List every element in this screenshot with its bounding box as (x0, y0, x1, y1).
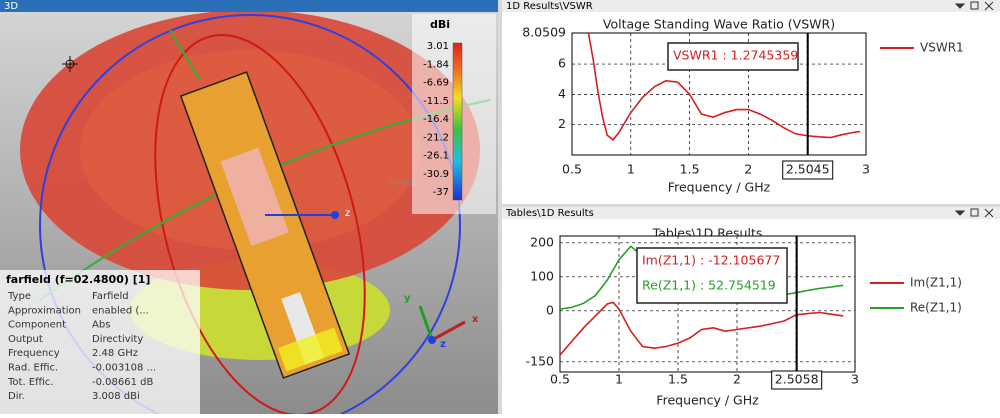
y-tick-label: -150 (526, 353, 554, 368)
x-tick-label: 1.5 (680, 162, 700, 177)
theta-label: Theta (387, 178, 417, 189)
annotation: VSWR1 : 1.2745359 (673, 48, 798, 63)
legend-label: Im(Z1,1) (910, 276, 962, 290)
x-tick-label: 0.5 (562, 162, 582, 177)
window-title: 1D Results\VSWR (506, 1, 593, 12)
info-title: farfield (f=02.4800) [1] (6, 273, 150, 286)
sphere-ring (39, 14, 461, 414)
x-axis-label: Frequency / GHz (656, 393, 759, 408)
colorbar-tick: -37 (433, 187, 449, 198)
info-value: Abs (92, 320, 110, 331)
y-tick-label: 0 (546, 302, 554, 317)
info-key: Approximation (8, 305, 81, 316)
series-line (560, 301, 844, 356)
colorbar-tick: -1.84 (423, 59, 449, 70)
x-tick-label: 0.5 (550, 372, 570, 387)
x-tick-label: 1 (615, 372, 623, 387)
x-tick-label: 3 (862, 162, 870, 177)
window-buttons[interactable] (954, 208, 994, 218)
annotation: Im(Z1,1) : -12.105677 (642, 253, 780, 268)
axis-label: x (472, 314, 479, 325)
axis-label: z (440, 339, 446, 350)
ground (277, 327, 343, 372)
info-value: Farfield (92, 291, 129, 302)
x-axis-label: Frequency / GHz (668, 180, 771, 195)
info-value: Directivity (92, 334, 143, 345)
patch (220, 147, 289, 246)
title-bar (502, 0, 1000, 12)
panel-3d: 3D z Theta dBi 3.01 -1.84 -6.69 -11.5 -16.4 -… (0, 0, 498, 414)
axis-triad: x y z (404, 293, 479, 350)
y-tick-label: 100 (530, 268, 554, 283)
y-tick-label: 2 (558, 116, 566, 131)
theta-ring (154, 34, 366, 414)
info-bg (0, 270, 200, 414)
annotation: Re(Z1,1) : 52.754519 (642, 278, 776, 293)
origin (331, 211, 339, 219)
info-key: Rad. Effic. (8, 363, 58, 374)
x-tick-label: 1.5 (668, 372, 688, 387)
info-key: Output (8, 334, 43, 345)
cursor-label: 2.5058 (775, 372, 819, 387)
y-tick-label: 4 (558, 86, 566, 101)
info-value: -0.003108 ... (92, 363, 156, 374)
cursor-label: 2.5045 (786, 162, 830, 177)
y-tick-label: 6 (558, 56, 566, 71)
info-value: -0.08661 dB (92, 377, 153, 388)
x-tick-label: 3 (851, 372, 859, 387)
info-value: 2.48 GHz (92, 348, 138, 359)
info-key: Tot. Effic. (7, 377, 53, 388)
colorbar-unit: dBi (430, 18, 450, 31)
info-key: Component (8, 320, 66, 331)
colorbar: dBi 3.01 -1.84 -6.69 -11.5 -16.4 -21.2 -26.1 -3… (412, 14, 496, 214)
info-value: enabled (... (92, 305, 149, 316)
info-key: Dir. (8, 391, 25, 402)
info-value: 3.008 dBi (92, 391, 140, 402)
axis-label: z (345, 208, 350, 219)
antenna (179, 71, 351, 379)
series-line (587, 33, 861, 141)
colorbar-tick: -16.4 (423, 114, 449, 125)
axis-label: y (404, 293, 411, 304)
axis-line (169, 29, 201, 81)
splitter (498, 0, 502, 414)
colorbar-tick: -11.5 (423, 96, 449, 107)
cursor-label-box (782, 160, 834, 180)
title-bar (502, 207, 1000, 219)
legend-label: VSWR1 (920, 41, 964, 55)
window-buttons[interactable] (954, 1, 994, 11)
annotation-box (636, 247, 788, 304)
cursor-label-box (771, 370, 823, 390)
annotation-box (667, 42, 799, 71)
info-box: farfield (f=02.4800) [1] Type Farfield App… (0, 270, 200, 414)
colorbar-tick: -26.1 (423, 151, 449, 162)
colorbar-tick: -21.2 (423, 132, 449, 143)
vswr-window: 1D Results\VSWR Voltage Standing Wave Ra… (502, 0, 1000, 195)
crosshair (62, 56, 78, 72)
splitter (502, 204, 1000, 207)
y-tick-label: 200 (530, 234, 554, 249)
colorbar-tick: -6.69 (423, 78, 449, 89)
y-tick-label: 8.0509 (522, 25, 566, 40)
info-key: Frequency (8, 348, 60, 359)
colorbar-tick: -30.9 (423, 169, 449, 180)
info-key: Type (7, 291, 31, 302)
colorbar-scale (452, 42, 463, 201)
colorbar-tick: 3.01 (427, 41, 449, 52)
x-tick-label: 2 (733, 372, 741, 387)
window-title: Tables\1D Results (505, 208, 594, 219)
title-bar (0, 0, 498, 12)
panel-title: 3D (4, 1, 18, 12)
x-tick-label: 1 (627, 162, 635, 177)
x-tick-label: 2 (744, 162, 752, 177)
chart-title: Voltage Standing Wave Ratio (VSWR) (603, 17, 835, 32)
legend-label: Re(Z1,1) (910, 301, 962, 315)
